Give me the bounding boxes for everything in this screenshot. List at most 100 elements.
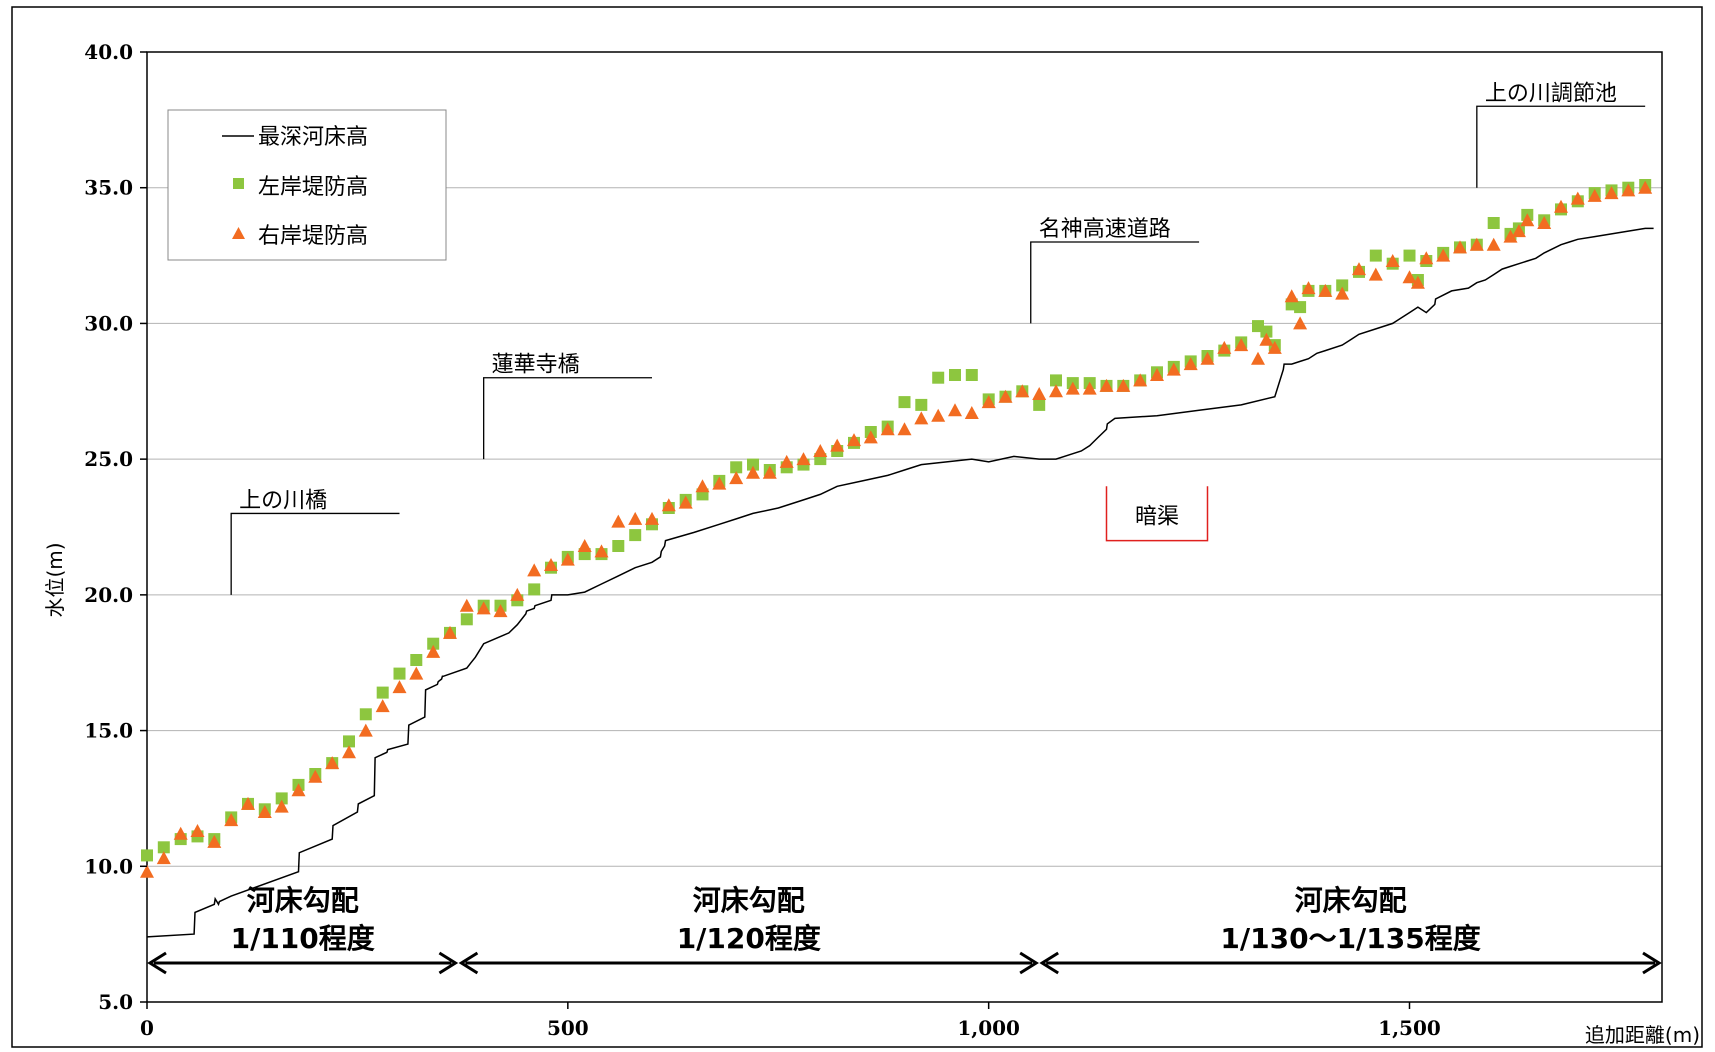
y-tick-label: 40.0 [84,40,133,64]
data-point-left-bank [528,583,541,596]
x-tick-label: 0 [140,1016,154,1040]
legend-label-left-bank: 左岸堤防高 [258,175,368,200]
data-point-right-bank [948,403,962,417]
label-bridge_kaminokawa: 上の川橋 [239,488,327,513]
data-point-right-bank [796,452,811,466]
legend-box [167,109,447,261]
data-point-right-bank [1638,180,1653,194]
label-culvert: 暗渠 [1135,504,1179,529]
data-point-right-bank [544,558,558,571]
data-point-right-bank [1301,281,1316,295]
data-point-right-bank [1032,387,1047,400]
data-point-right-bank [1259,332,1274,346]
data-point-right-bank [712,476,727,490]
label-pond: 上の川調節池 [1485,81,1617,106]
data-point-right-bank [1469,237,1484,251]
data-point-right-bank [931,408,946,422]
data-point-right-bank [1335,286,1350,300]
data-point-right-bank [1436,248,1451,262]
data-point-left-bank [393,667,406,680]
data-point-right-bank [207,834,222,848]
data-point-right-bank [964,406,979,419]
culvert-bracket [1105,486,1209,542]
data-point-left-bank [343,735,355,748]
data-point-right-bank [291,783,306,797]
data-point-right-bank [847,433,861,447]
grid-layer [147,187,1662,867]
y-tick-label: 35.0 [84,176,133,200]
data-point-left-bank [275,792,288,805]
data-point-left-bank [410,654,423,666]
data-point-right-bank [190,824,205,837]
plot-area [146,51,1663,1003]
data-point-right-bank [409,666,424,680]
y-tick-label: 15.0 [84,719,133,743]
data-point-right-bank [1486,237,1501,251]
data-point-right-bank [1503,229,1518,243]
data-point-right-bank [1385,254,1400,267]
slope-arrowhead-right [1019,951,1039,975]
y-tick-label: 30.0 [84,311,133,335]
y-tick-label: 25.0 [84,447,133,471]
data-point-right-bank [762,465,777,479]
data-point-left-bank [460,613,473,626]
marker-line-pond [1476,105,1646,188]
data-point-right-bank [695,479,710,493]
data-point-left-bank [141,849,153,862]
data-point-right-bank [746,465,760,479]
data-point-right-bank [645,511,659,525]
data-point-right-bank [358,723,373,737]
data-point-right-bank [1065,381,1080,395]
slope-label-title: 河床勾配 [693,884,805,917]
data-point-left-bank [1260,325,1273,338]
data-point-right-bank [342,745,356,759]
x-tick-label: 1,500 [1378,1016,1441,1040]
data-point-right-bank [897,422,912,436]
data-point-left-bank [747,458,759,471]
data-point-left-bank [898,396,911,409]
data-point-right-bank [1082,381,1097,395]
data-point-right-bank [1293,316,1308,330]
data-point-right-bank [493,604,508,618]
legend: 最深河床高 左岸堤防高 右岸堤防高 [167,109,447,261]
data-point-right-bank [510,587,525,601]
data-point-right-bank [678,495,693,509]
data-point-left-bank [915,398,928,411]
data-point-right-bank [156,851,171,865]
data-point-left-bank [1487,217,1500,229]
slope-label-ratio: 1/130～1/135程度 [1220,922,1480,955]
data-point-right-bank [325,756,340,770]
data-point-left-bank [1403,249,1416,262]
data-point-right-bank [611,514,626,528]
series-riverbed-line [146,227,1654,938]
slope-arrowhead-right [438,951,459,975]
data-point-left-bank [157,841,170,854]
slope-arrowhead-left [1039,951,1059,975]
data-point-right-bank [1410,275,1425,289]
data-point-right-bank [813,444,828,457]
slope-arrowhead-left [458,951,479,975]
data-point-right-bank [981,395,996,409]
data-point-right-bank [527,563,542,577]
data-point-right-bank [628,511,643,525]
data-point-left-bank [629,529,642,542]
data-point-left-bank [612,540,625,552]
data-point-right-bank [880,422,895,436]
data-point-right-bank [443,625,457,639]
data-point-right-bank [1368,267,1383,281]
data-point-right-bank [392,680,407,694]
data-point-right-bank [1604,186,1619,200]
data-point-right-bank [1621,183,1636,197]
data-point-right-bank [459,598,474,612]
slope-arrowhead-right [1642,951,1662,975]
data-point-right-bank [140,864,154,878]
legend-label-riverbed: 最深河床高 [258,125,368,150]
data-point-right-bank [998,389,1013,403]
y-tick-label: 20.0 [84,583,133,607]
data-point-right-bank [1251,351,1265,365]
data-point-left-bank [376,686,389,699]
data-point-right-bank [1015,384,1030,398]
